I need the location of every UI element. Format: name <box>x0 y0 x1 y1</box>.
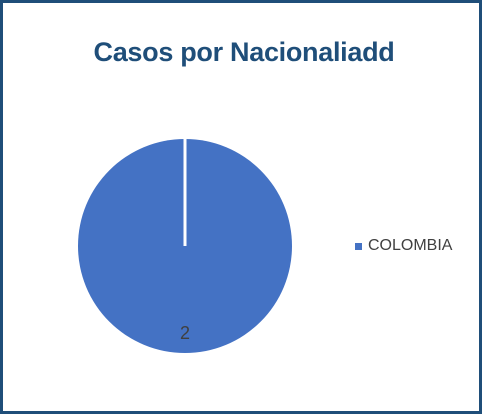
pie-slices <box>78 139 292 353</box>
pie-chart: 2 <box>78 139 292 353</box>
legend-swatch-colombia <box>355 242 362 250</box>
legend-label-colombia: COLOMBIA <box>368 237 453 254</box>
legend: COLOMBIA <box>355 237 452 255</box>
data-label-colombia: 2 <box>180 323 190 343</box>
chart-title: Casos por Nacionaliadd <box>93 37 395 67</box>
